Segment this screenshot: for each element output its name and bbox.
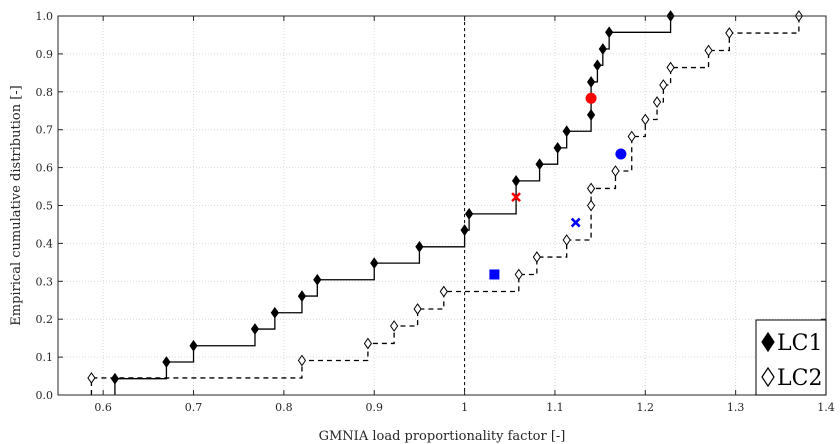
data-point-lc2 (562, 234, 571, 246)
grid (58, 15, 827, 396)
y-tick-label: 0.3 (36, 275, 54, 288)
x-tick-label: 1.3 (727, 401, 745, 414)
y-tick-label: 0.5 (36, 200, 54, 213)
data-point-lc1 (586, 109, 596, 121)
highlight-circle (585, 92, 597, 104)
x-tick-label: 1.2 (637, 401, 655, 414)
data-point-lc1 (189, 339, 198, 352)
data-point-lc1 (415, 240, 424, 253)
data-point-lc2 (514, 268, 523, 281)
data-point-lc2 (413, 303, 422, 315)
data-point-lc2 (586, 182, 596, 195)
y-axis-label: Empirical cumulative distribution [-] (9, 85, 24, 326)
highlight-cross (570, 217, 581, 228)
data-point-lc1 (598, 43, 607, 55)
y-tick-label: 0.8 (36, 86, 54, 99)
highlight-cross (511, 192, 521, 203)
highlight-circle (615, 148, 627, 160)
data-point-lc1 (553, 142, 562, 154)
data-point-lc1 (460, 224, 469, 237)
y-tick-label: 0.1 (36, 351, 54, 364)
x-tick-label: 0.7 (185, 401, 203, 414)
data-point-lc1 (250, 323, 260, 335)
series-layer (87, 10, 804, 395)
y-tick-label: 0.6 (36, 162, 54, 175)
legend-label-lc1: LC1 (777, 331, 822, 356)
data-point-lc2 (627, 130, 636, 143)
data-point-lc1 (562, 125, 571, 138)
data-point-lc2 (297, 354, 307, 367)
data-point-lc1 (313, 273, 322, 286)
data-point-lc2 (666, 61, 675, 74)
data-point-lc2 (87, 372, 96, 384)
data-point-lc2 (652, 96, 662, 108)
data-point-lc1 (511, 174, 521, 187)
x-tick-label: 0.8 (275, 401, 293, 414)
data-point-lc1 (370, 257, 379, 269)
highlight-layer (489, 92, 627, 280)
data-point-lc1 (270, 306, 279, 319)
data-point-lc1 (110, 372, 120, 385)
data-point-lc1 (586, 76, 596, 88)
data-point-lc2 (659, 79, 668, 91)
data-point-lc2 (390, 320, 399, 332)
data-point-lc1 (593, 59, 602, 72)
data-point-lc2 (439, 285, 448, 298)
x-tick-label: 0.9 (365, 401, 383, 414)
data-point-lc1 (464, 207, 474, 220)
data-point-lc2 (641, 113, 650, 126)
data-point-lc1 (297, 290, 307, 302)
data-point-lc2 (586, 199, 596, 212)
data-point-lc1 (535, 158, 544, 171)
x-tick-label: 1.1 (546, 401, 564, 414)
axis-ticks: 0.6 0.7 0.8 0.9 1 1.1 1.2 1.3 1.4 0.0 0.1 0.2 0.3 0.4… (36, 10, 835, 414)
data-point-lc2 (611, 165, 620, 177)
highlight-square (489, 269, 500, 280)
y-tick-label: 0.9 (36, 48, 54, 61)
y-tick-label: 1.0 (36, 10, 54, 23)
x-tick-label: 0.6 (94, 401, 112, 414)
legend-marker-lc1 (761, 331, 775, 353)
data-point-lc2 (532, 251, 541, 263)
data-point-lc2 (725, 27, 734, 39)
legend-marker-lc2 (761, 366, 775, 388)
legend-label-lc2: LC2 (777, 366, 822, 391)
x-tick-label: 1 (461, 401, 468, 414)
data-point-lc1 (605, 26, 614, 39)
data-point-lc1 (162, 356, 171, 368)
y-tick-label: 0.7 (36, 124, 54, 137)
y-tick-label: 0.0 (36, 389, 54, 402)
x-axis-label: GMNIA load proportionality factor [-] (319, 429, 566, 444)
data-point-lc2 (704, 44, 713, 57)
data-point-lc2 (363, 337, 373, 350)
x-tick-label: 1.4 (817, 401, 835, 414)
y-tick-label: 0.2 (36, 313, 54, 326)
y-tick-label: 0.4 (36, 237, 54, 250)
